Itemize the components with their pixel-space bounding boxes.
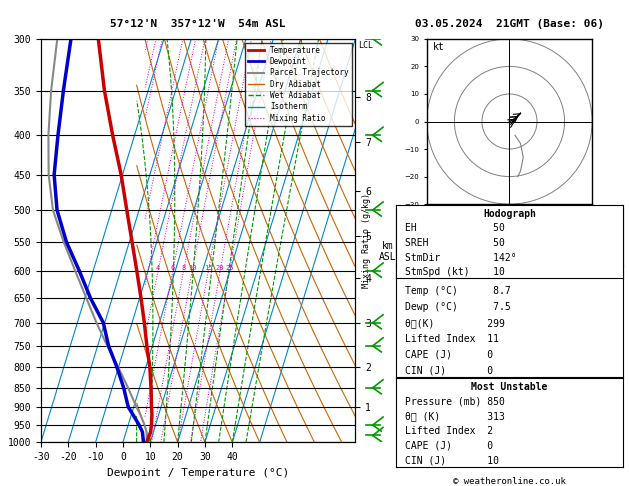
Text: PW (cm)        2.24: PW (cm) 2.24 [405,252,517,262]
Text: 15: 15 [204,265,213,271]
Text: 4: 4 [156,265,160,271]
Text: Hodograph: Hodograph [483,209,536,219]
Text: kt: kt [432,42,444,52]
Text: Mixing Ratio (g/kg): Mixing Ratio (g/kg) [362,193,370,288]
Text: Totals Totals  48: Totals Totals 48 [405,234,505,244]
Text: Lifted Index  2: Lifted Index 2 [405,426,494,436]
Legend: Temperature, Dewpoint, Parcel Trajectory, Dry Adiabat, Wet Adiabat, Isotherm, Mi: Temperature, Dewpoint, Parcel Trajectory… [245,43,352,125]
Text: LCL: LCL [359,41,374,50]
Text: StmDir         142°: StmDir 142° [405,253,517,262]
Text: 57°12'N  357°12'W  54m ASL: 57°12'N 357°12'W 54m ASL [110,19,286,29]
Text: Lifted Index  11: Lifted Index 11 [405,334,499,344]
Y-axis label: km
ASL: km ASL [379,241,396,262]
Text: StmSpd (kt)    10: StmSpd (kt) 10 [405,267,505,277]
Text: θᴄ(K)         299: θᴄ(K) 299 [405,318,505,328]
Text: 20: 20 [216,265,225,271]
Text: CIN (J)       10: CIN (J) 10 [405,456,499,466]
Text: EH             50: EH 50 [405,224,505,233]
Text: Pressure (mb) 850: Pressure (mb) 850 [405,397,505,406]
Y-axis label: hPa: hPa [0,230,2,251]
Text: K              27: K 27 [405,215,505,225]
Text: CAPE (J)      0: CAPE (J) 0 [405,349,494,360]
Text: Dewp (°C)      7.5: Dewp (°C) 7.5 [405,302,511,312]
Text: 8: 8 [181,265,186,271]
Text: SREH           50: SREH 50 [405,238,505,248]
Text: 25: 25 [225,265,234,271]
Text: 6: 6 [170,265,175,271]
Text: 10: 10 [188,265,196,271]
Text: Temp (°C)      8.7: Temp (°C) 8.7 [405,286,511,296]
Text: CIN (J)       0: CIN (J) 0 [405,365,494,375]
Text: © weatheronline.co.uk: © weatheronline.co.uk [453,477,566,486]
Text: Most Unstable: Most Unstable [471,382,548,392]
X-axis label: Dewpoint / Temperature (°C): Dewpoint / Temperature (°C) [107,468,289,478]
Text: 03.05.2024  21GMT (Base: 06): 03.05.2024 21GMT (Base: 06) [415,19,604,29]
Text: CAPE (J)      0: CAPE (J) 0 [405,441,494,451]
Text: Surface: Surface [489,270,530,280]
Text: θᴄ (K)        313: θᴄ (K) 313 [405,411,505,421]
